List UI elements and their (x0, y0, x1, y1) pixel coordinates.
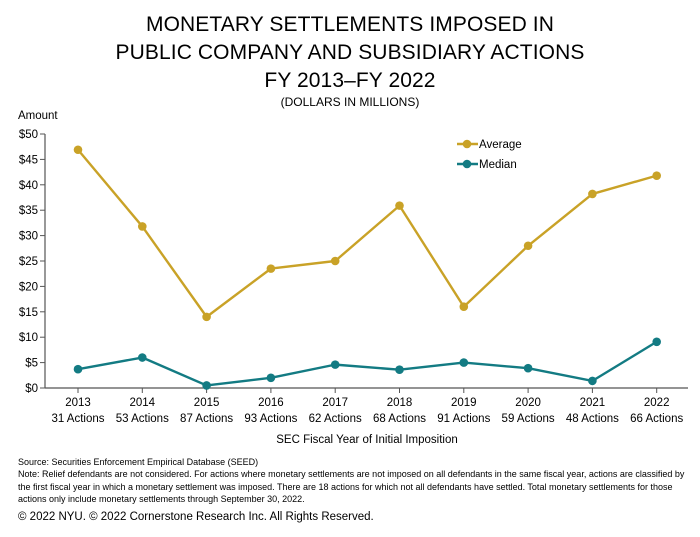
data-point (588, 376, 597, 386)
y-tick-label: $45 (19, 154, 38, 166)
series-layer (73, 145, 661, 390)
x-tick-sublabel: 59 Actions (502, 413, 555, 425)
series-median (73, 337, 661, 390)
data-point (73, 364, 83, 374)
data-point (138, 353, 147, 362)
data-point (330, 360, 340, 369)
x-tick-label: 2017 (322, 397, 348, 409)
data-point (138, 222, 147, 231)
y-tick-label: $40 (19, 180, 38, 192)
data-point (73, 145, 83, 155)
data-point (588, 189, 597, 199)
y-tick-label: $0 (25, 383, 38, 395)
x-tick-sublabel: 48 Actions (566, 413, 619, 425)
chart-title-line-1: MONETARY SETTLEMENTS IMPOSED IN (146, 13, 554, 36)
data-point (202, 312, 211, 322)
x-tick-label: 2019 (451, 397, 477, 409)
x-tick-label: 2013 (65, 397, 91, 409)
x-axis-label: SEC Fiscal Year of Initial Imposition (276, 434, 458, 446)
y-tick-label: $35 (19, 205, 38, 217)
legend-marker (462, 159, 472, 169)
x-tick-label: 2020 (515, 397, 541, 409)
data-point (266, 373, 276, 383)
data-point (459, 358, 469, 367)
y-tick-label: $50 (19, 129, 38, 141)
chart-subtitle: (DOLLARS IN MILLIONS) (280, 95, 420, 109)
legend-label: Average (479, 139, 522, 151)
y-tick-label: $30 (19, 231, 38, 243)
data-point (652, 337, 661, 347)
legend-label: Median (479, 159, 517, 171)
legend-item-median: Median (457, 159, 517, 171)
series-line (77, 340, 658, 387)
legend: Average Median (457, 139, 522, 171)
x-tick-label: 2018 (387, 397, 413, 409)
data-point (266, 264, 276, 273)
chart-title-line-3: FY 2013–FY 2022 (264, 69, 436, 92)
series-average (73, 145, 661, 322)
x-tick-sublabel: 53 Actions (116, 413, 169, 425)
x-tick-sublabel: 87 Actions (180, 413, 233, 425)
data-point (459, 302, 469, 312)
y-axis: $0 $5 $10 $15 $20 $25 $30 $35 $40 $45 $50 (19, 129, 46, 395)
y-tick-label: $10 (19, 332, 38, 344)
y-tick-label: $25 (19, 256, 38, 268)
y-tick-label: $20 (19, 281, 38, 293)
data-point (395, 365, 404, 375)
chart-title-line-2: PUBLIC COMPANY AND SUBSIDIARY ACTIONS (115, 41, 585, 64)
y-tick-label: $5 (25, 358, 38, 370)
x-tick-sublabel: 93 Actions (244, 413, 297, 425)
data-point (330, 256, 340, 266)
x-tick-sublabel: 66 Actions (630, 413, 683, 425)
legend-item-average: Average (457, 139, 522, 151)
x-tick-sublabel: 62 Actions (309, 413, 362, 425)
x-tick-sublabel: 68 Actions (373, 413, 426, 425)
data-point (395, 201, 404, 210)
y-tick-label: $15 (19, 307, 38, 319)
x-axis: 2013 31 Actions 2014 53 Actions 2015 87 Actio… (45, 387, 688, 425)
legend-marker (462, 139, 472, 149)
data-point (202, 381, 211, 390)
y-axis-label: Amount (18, 110, 58, 122)
data-point (523, 363, 533, 373)
x-tick-label: 2021 (580, 397, 606, 409)
x-tick-label: 2016 (258, 397, 284, 409)
source-note: Source: Securities Enforcement Empirical… (18, 457, 259, 467)
methodology-note: Note: Relief defendants are not consider… (18, 469, 685, 504)
x-tick-label: 2022 (644, 397, 670, 409)
data-point (523, 241, 533, 251)
series-line (77, 148, 658, 319)
x-tick-label: 2015 (194, 397, 220, 409)
data-point (652, 171, 661, 180)
x-tick-sublabel: 91 Actions (437, 413, 490, 425)
copyright: © 2022 NYU. © 2022 Cornerstone Research … (18, 511, 374, 523)
x-tick-sublabel: 31 Actions (51, 413, 104, 425)
x-tick-label: 2014 (130, 397, 156, 409)
